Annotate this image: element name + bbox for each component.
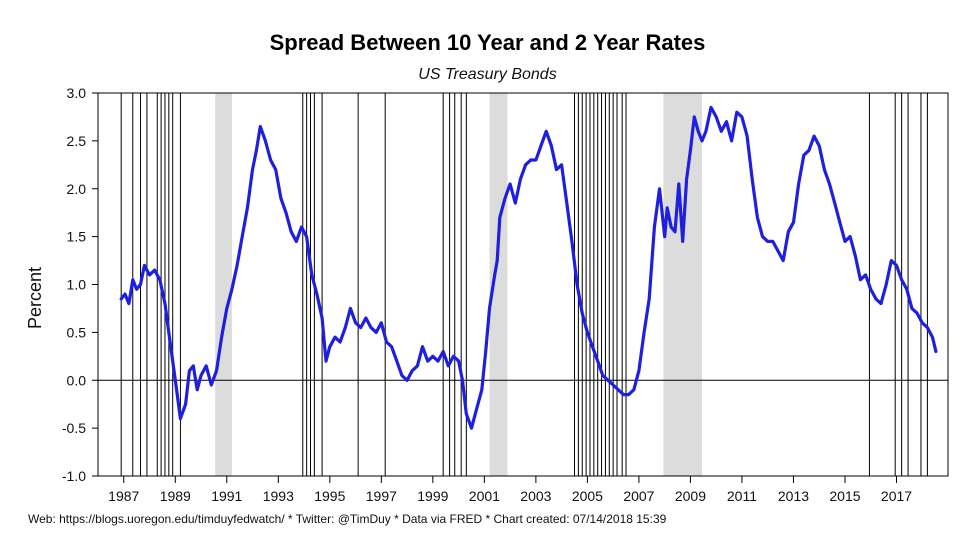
x-tick-label: 2009	[675, 488, 706, 504]
x-tick-label: 1997	[366, 488, 397, 504]
series-layer	[119, 105, 938, 430]
x-tick-label: 2005	[572, 488, 603, 504]
y-tick-label: -0.5	[62, 420, 86, 436]
y-tick-label: 0.0	[67, 372, 87, 388]
series-line	[119, 105, 938, 430]
y-tick-label: 2.0	[67, 181, 87, 197]
x-tick-label: 2011	[727, 488, 757, 504]
x-tick-label: 1989	[160, 488, 191, 504]
x-tick-label: 2007	[623, 488, 654, 504]
y-tick-label: 2.5	[67, 133, 87, 149]
x-tick-label: 2001	[469, 488, 500, 504]
x-tick-label: 2017	[881, 488, 912, 504]
recession-bands	[215, 93, 703, 476]
x-tick-label: 1995	[314, 488, 345, 504]
y-tick-label: 3.0	[67, 85, 87, 101]
footer-note: Web: https://blogs.uoregon.edu/timduyfed…	[28, 512, 667, 526]
chart-subtitle: US Treasury Bonds	[418, 66, 557, 83]
chart-title: Spread Between 10 Year and 2 Year Rates	[269, 30, 706, 55]
x-tick-label: 1993	[263, 488, 294, 504]
y-tick-label: -1.0	[62, 468, 86, 484]
x-tick-label: 2003	[520, 488, 551, 504]
x-tick-label: 1987	[108, 488, 139, 504]
x-tick-label: 1991	[211, 488, 242, 504]
x-tick-label: 2013	[778, 488, 809, 504]
y-tick-label: 0.5	[67, 324, 87, 340]
x-axis-ticks: 1987 1989 1991 1993 1995 1997 1999 2001 2003 2005…	[108, 476, 912, 504]
recession-band	[663, 93, 703, 476]
recession-band	[215, 93, 232, 476]
y-axis-ticks: -1.0 -0.5 0.0 0.5 1.0 1.5 2.0 2.5 3.0	[62, 85, 98, 484]
y-tick-label: 1.5	[67, 229, 87, 245]
y-axis-label: Percent	[25, 267, 45, 329]
vertical-markers	[120, 93, 928, 476]
x-tick-label: 1999	[417, 488, 448, 504]
y-tick-label: 1.0	[67, 277, 87, 293]
x-tick-label: 2015	[829, 488, 860, 504]
